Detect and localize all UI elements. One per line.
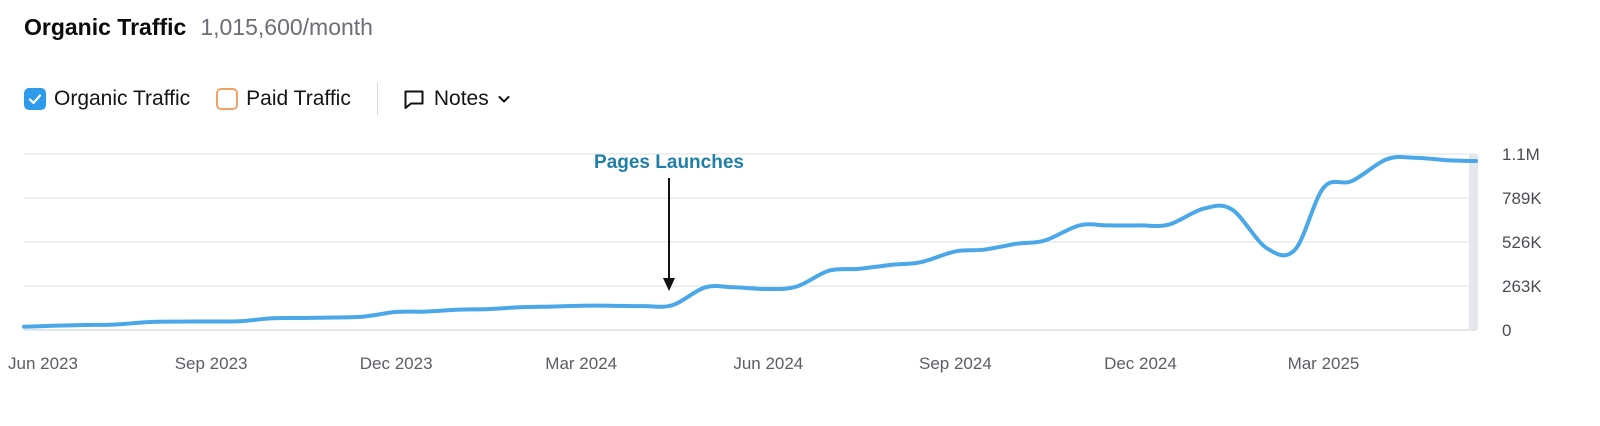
x-tick-label: Dec 2024 [1104, 354, 1177, 373]
controls-divider [376, 83, 378, 115]
annotation-label: Pages Launches [594, 152, 744, 173]
chart-header: Organic Traffic 1,015,600/month [24, 14, 373, 41]
x-tick-label: Sep 2023 [175, 354, 248, 373]
x-tick-label: Dec 2023 [360, 354, 433, 373]
organic-traffic-checkbox[interactable] [24, 88, 46, 110]
range-end-handle[interactable] [1469, 154, 1478, 330]
x-tick-label: Jun 2024 [733, 354, 803, 373]
x-axis: Jun 2023 Sep 2023 Dec 2023 Mar 2024 Jun 2024… [8, 354, 1359, 373]
y-tick-label: 526K [1502, 233, 1542, 252]
traffic-line-chart: 0 263K 526K 789K 1.1M Jun 2023 Sep 2023 Dec 20… [8, 145, 1542, 373]
y-axis: 0 263K 526K 789K 1.1M [1502, 145, 1542, 340]
comment-icon [404, 90, 424, 109]
y-tick-label: 0 [1502, 321, 1511, 340]
paid-traffic-label: Paid Traffic [246, 87, 351, 110]
x-tick-label: Mar 2024 [545, 354, 617, 373]
chart-title: Organic Traffic [24, 14, 187, 40]
x-tick-label: Sep 2024 [919, 354, 992, 373]
checkmark-icon [28, 94, 42, 105]
series-layer [22, 154, 1478, 329]
notes-label: Notes [433, 87, 489, 110]
organic-traffic-toggle[interactable]: Organic Traffic [24, 87, 190, 111]
traffic-total: 1,015,600/month [200, 14, 373, 40]
annotation-arrow-head [663, 278, 675, 291]
paid-traffic-toggle[interactable]: Paid Traffic [216, 87, 351, 111]
annotation-layer: Pages Launches [594, 152, 744, 291]
chart-controls: Organic Traffic Paid Traffic Notes [24, 83, 511, 115]
chevron-down-icon [498, 96, 510, 103]
x-tick-label: Mar 2025 [1288, 354, 1360, 373]
organic-traffic-label: Organic Traffic [54, 87, 191, 110]
y-tick-label: 1.1M [1502, 145, 1540, 164]
notes-dropdown-button[interactable]: Notes [402, 87, 511, 111]
grid-lines [24, 153, 1476, 331]
x-tick-label: Jun 2023 [8, 354, 78, 373]
organic-traffic-line [22, 154, 1478, 329]
paid-traffic-checkbox[interactable] [216, 88, 239, 110]
y-tick-label: 263K [1502, 277, 1542, 296]
y-tick-label: 789K [1502, 189, 1542, 208]
